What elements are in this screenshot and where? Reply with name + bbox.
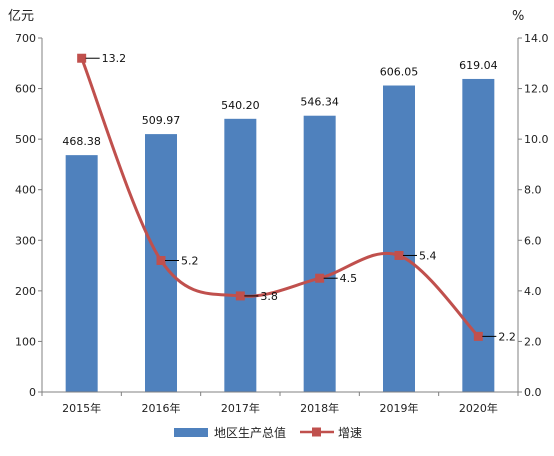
left-tick-label-500: 500 [15,133,36,146]
legend-line-label: 增速 [338,426,362,440]
growth-marker-0 [77,53,87,63]
growth-marker-2 [235,291,245,301]
x-tick-label-4: 2019年 [380,401,419,415]
growth-marker-4 [394,250,404,260]
right-tick-label-12: 12.0 [524,83,549,96]
growth-value-label-0: 13.2 [102,52,127,65]
bar-value-label-2: 540.20 [221,99,260,112]
left-tick-label-200: 200 [15,285,36,298]
x-tick-label-3: 2018年 [300,401,339,415]
right-tick-label-8: 8.0 [524,184,542,197]
bar-value-label-3: 546.34 [300,96,339,109]
line-layer [77,53,483,341]
growth-marker-1 [156,256,166,266]
growth-value-label-5: 2.2 [498,330,516,343]
growth-value-label-4: 5.4 [419,249,437,262]
legend-line-marker [312,427,321,437]
right-tick-label-10: 10.0 [524,133,549,146]
bar-4 [383,85,415,393]
right-tick-label-4: 4.0 [524,285,542,298]
growth-value-label-2: 3.8 [260,290,278,303]
left-tick-label-600: 600 [15,83,36,96]
right-tick-label-0: 0.0 [524,386,542,399]
axes-layer: 0 100 200 300 400 500 600 700 0.0 2.0 4.0 6.0 8.0 10.… [15,32,549,415]
bar-value-label-5: 619.04 [459,59,498,72]
right-tick-label-2: 2.0 [524,335,542,348]
x-tick-label-5: 2020年 [459,401,498,415]
x-tick-label-0: 2015年 [62,401,101,415]
growth-value-label-1: 5.2 [181,255,199,268]
left-tick-label-100: 100 [15,335,36,348]
left-tick-label-300: 300 [15,234,36,247]
growth-marker-5 [473,331,483,341]
growth-value-label-3: 4.5 [340,272,358,285]
left-tick-label-700: 700 [15,32,36,45]
labels-layer: 468.38 509.97 540.20 546.34 606.05 619.04 13.2… [62,52,515,343]
x-tick-label-1: 2016年 [142,401,181,415]
right-tick-label-6: 6.0 [524,234,542,247]
legend-bar-label: 地区生产总值 [214,425,286,440]
growth-marker-3 [315,273,325,283]
bar-0 [65,155,98,392]
legend-bar-swatch [174,428,208,437]
bar-value-label-1: 509.97 [142,114,181,127]
legend: 地区生产总值 增速 [174,425,362,440]
left-axis-unit: 亿元 [8,9,34,24]
growth-rate-line [80,57,480,338]
right-axis-unit: % [512,9,524,24]
bars-layer [65,78,495,393]
x-tick-label-2: 2017年 [221,401,260,415]
bar-value-label-0: 468.38 [62,135,101,148]
left-tick-label-400: 400 [15,184,36,197]
right-tick-label-14: 14.0 [524,32,549,45]
bar-3 [303,115,336,392]
left-tick-label-0: 0 [29,386,36,399]
bar-value-label-4: 606.05 [380,66,419,79]
bar-5 [462,78,495,392]
bar-2 [224,118,257,392]
